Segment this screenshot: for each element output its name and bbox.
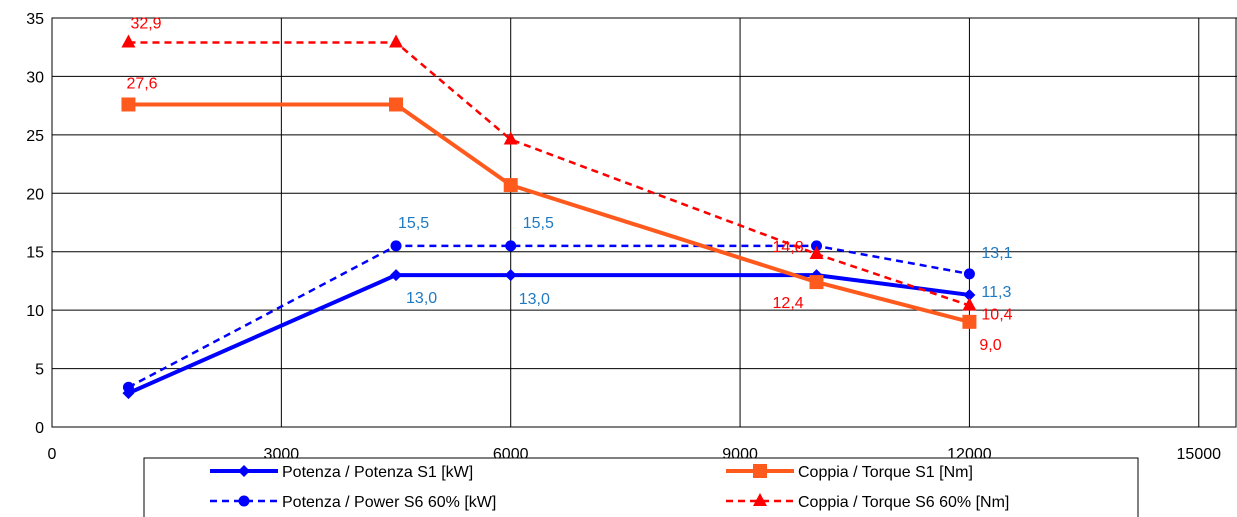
- legend-item: Potenza / Power S6 60% [kW]: [210, 494, 496, 511]
- data-point-marker: [962, 314, 977, 329]
- series-line: [128, 41, 970, 307]
- data-label: 27,6: [126, 75, 157, 92]
- label-layer: 13,0 13,0 11,3 15,5 15,5 13,1 27,6 12,4 9,0 32,9 1…: [126, 16, 1012, 354]
- data-label: 9,0: [979, 337, 1001, 354]
- legend-item: Potenza / Potenza S1 [kW]: [210, 464, 473, 481]
- legend-label: Potenza / Potenza S1 [kW]: [282, 464, 473, 481]
- data-label: 13,0: [519, 291, 550, 308]
- data-label: 15,5: [398, 215, 429, 232]
- y-tick-label: 10: [26, 303, 44, 320]
- series-line: [128, 102, 970, 324]
- y-tick-label: 15: [26, 245, 44, 262]
- series-line: [127, 244, 970, 389]
- data-label: 14,8: [773, 239, 804, 256]
- data-point-marker: [963, 268, 975, 280]
- data-point-marker: [389, 97, 404, 112]
- x-tick-label: 15000: [1177, 446, 1222, 463]
- data-point-marker: [809, 275, 824, 290]
- legend-item: Coppia / Torque S1 [Nm]: [726, 464, 973, 481]
- data-label: 11,3: [981, 284, 1011, 301]
- data-point-marker: [121, 34, 136, 48]
- legend-swatch-marker: [238, 495, 250, 507]
- y-tick-label: 5: [35, 362, 44, 379]
- grid-layer: [51, 17, 1237, 428]
- data-point-marker: [390, 240, 402, 252]
- data-point-marker: [811, 240, 823, 252]
- legend-swatch-marker: [753, 493, 767, 506]
- y-tick-label: 35: [26, 11, 44, 28]
- data-point-marker: [503, 131, 518, 145]
- data-label: 12,4: [773, 295, 804, 312]
- legend-label: Potenza / Power S6 60% [kW]: [282, 494, 496, 511]
- data-point-marker: [122, 381, 134, 393]
- data-label: 10,4: [981, 306, 1012, 323]
- legend-swatch-marker: [753, 464, 767, 478]
- data-point-marker: [963, 288, 976, 301]
- data-point-marker: [390, 269, 403, 282]
- legend-layer: Potenza / Potenza S1 [kW] Coppia / Torque…: [143, 457, 1139, 517]
- x-tick-label: 0: [48, 446, 57, 463]
- data-label: 32,9: [130, 16, 161, 33]
- data-label: 13,0: [406, 290, 437, 307]
- y-tick-label: 0: [35, 420, 44, 437]
- data-point-marker: [503, 178, 518, 193]
- legend-box: [143, 457, 1139, 517]
- data-point-marker: [962, 297, 977, 311]
- data-point-marker: [505, 240, 517, 252]
- legend-label: Coppia / Torque S1 [Nm]: [798, 464, 973, 481]
- y-tick-label: 25: [26, 128, 44, 145]
- legend-item: Coppia / Torque S6 60% [Nm]: [726, 493, 1009, 511]
- data-point-marker: [121, 97, 136, 112]
- y-tick-label: 30: [26, 69, 44, 86]
- y-tick-label: 20: [26, 186, 44, 203]
- data-point-marker: [504, 269, 517, 282]
- legend-swatch-marker: [238, 465, 250, 477]
- series-layer: [121, 34, 977, 400]
- data-point-marker: [809, 246, 824, 260]
- legend-label: Coppia / Torque S6 60% [Nm]: [798, 494, 1009, 511]
- data-point-marker: [389, 34, 404, 48]
- plot-frame: [51, 17, 1237, 428]
- data-label: 13,1: [981, 245, 1012, 262]
- data-label: 15,5: [523, 215, 554, 232]
